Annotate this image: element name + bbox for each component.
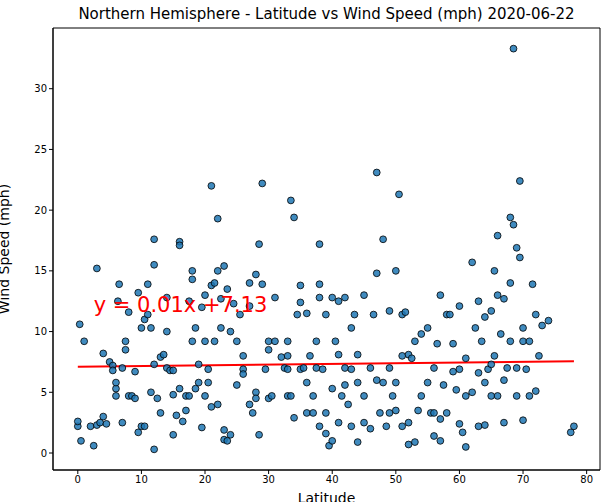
svg-text:5: 5 — [41, 387, 47, 398]
svg-text:60: 60 — [453, 474, 466, 485]
svg-text:30: 30 — [34, 83, 47, 94]
svg-text:0: 0 — [75, 474, 81, 485]
svg-text:20: 20 — [34, 205, 47, 216]
svg-text:Latitude: Latitude — [298, 490, 356, 502]
svg-text:0: 0 — [41, 448, 47, 459]
svg-text:70: 70 — [517, 474, 530, 485]
svg-text:80: 80 — [580, 474, 593, 485]
html-text:Northern Hemisphere - Latitude: Northern Hemisphere - Latitude vs Wind S… — [78, 5, 575, 23]
svg-text:20: 20 — [199, 474, 212, 485]
svg-text:10: 10 — [34, 326, 47, 337]
svg-text:25: 25 — [34, 144, 47, 155]
svg-text:10: 10 — [135, 474, 148, 485]
svg-text:30: 30 — [262, 474, 275, 485]
svg-text:Wind Speed (mph): Wind Speed (mph) — [8, 184, 12, 314]
svg-text:y = 0.01x +7.13: y = 0.01x +7.13 — [94, 293, 268, 317]
svg-text:15: 15 — [34, 265, 47, 276]
svg-text:40: 40 — [326, 474, 339, 485]
svg-text:50: 50 — [389, 474, 402, 485]
